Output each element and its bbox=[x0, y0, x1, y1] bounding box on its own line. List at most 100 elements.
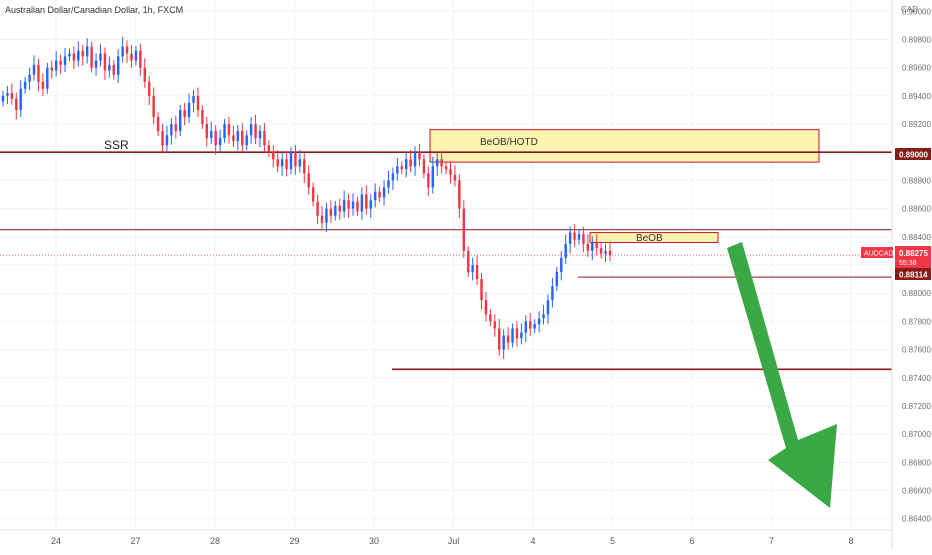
candle bbox=[555, 267, 559, 292]
candle bbox=[32, 55, 36, 81]
candle bbox=[174, 115, 178, 139]
ssr-label: SSR bbox=[104, 138, 129, 152]
candle bbox=[338, 198, 341, 220]
candle bbox=[276, 149, 279, 173]
candle bbox=[72, 46, 76, 69]
candle bbox=[112, 59, 115, 80]
price-tick-label: 0.90000 bbox=[902, 7, 931, 16]
candle bbox=[85, 38, 89, 64]
countdown-text: 55:38 bbox=[899, 260, 917, 267]
candle bbox=[458, 174, 461, 219]
candle bbox=[210, 121, 213, 145]
candle bbox=[533, 319, 536, 334]
level-layer bbox=[0, 151, 892, 371]
candle bbox=[511, 323, 514, 348]
candle bbox=[170, 117, 173, 145]
candle bbox=[342, 190, 346, 218]
candle bbox=[116, 49, 120, 84]
candle bbox=[94, 53, 98, 76]
time-tick-label: 8 bbox=[848, 536, 853, 546]
candle bbox=[560, 250, 563, 281]
candle bbox=[462, 200, 466, 259]
candle bbox=[272, 145, 275, 168]
candle bbox=[391, 167, 395, 190]
candle bbox=[400, 161, 403, 175]
candle bbox=[223, 119, 226, 144]
candle bbox=[365, 185, 368, 215]
candle bbox=[453, 165, 457, 187]
candle bbox=[582, 226, 585, 253]
candle bbox=[54, 51, 58, 77]
time-tick-label: 24 bbox=[51, 536, 61, 546]
candle bbox=[147, 75, 151, 106]
candle bbox=[1, 90, 5, 107]
price-tick-label: 0.89800 bbox=[902, 35, 931, 44]
candle bbox=[568, 226, 572, 254]
candle bbox=[311, 182, 315, 207]
candle bbox=[241, 122, 244, 153]
candle bbox=[41, 73, 45, 96]
symbol-tag-text: AUDCAD bbox=[864, 251, 894, 258]
time-tick-label: 28 bbox=[210, 536, 220, 546]
chart-title: Australian Dollar/Canadian Dollar, 1h, F… bbox=[5, 5, 183, 15]
candle bbox=[564, 234, 567, 265]
candle bbox=[245, 130, 248, 151]
candle bbox=[529, 313, 532, 336]
time-tick-label: 29 bbox=[289, 536, 299, 546]
candle bbox=[37, 58, 40, 92]
candle bbox=[475, 255, 479, 286]
candle bbox=[263, 122, 266, 153]
price-tick-label: 0.86600 bbox=[902, 487, 931, 496]
candle bbox=[320, 206, 324, 229]
candle bbox=[546, 294, 550, 324]
candle bbox=[489, 309, 492, 327]
candle bbox=[249, 116, 253, 144]
candle bbox=[347, 194, 350, 219]
candle bbox=[77, 41, 80, 67]
candle bbox=[551, 277, 554, 308]
candle bbox=[608, 241, 612, 262]
candle bbox=[218, 129, 222, 153]
price-tick-label: 0.89600 bbox=[902, 64, 931, 73]
zone-box bbox=[429, 129, 820, 163]
candle bbox=[103, 47, 107, 80]
zone1-label: BeOB/HOTD bbox=[480, 137, 538, 148]
candle bbox=[427, 166, 430, 196]
candle bbox=[289, 147, 293, 175]
candle bbox=[59, 54, 62, 75]
candle bbox=[480, 273, 483, 310]
candle bbox=[152, 87, 155, 125]
candle bbox=[179, 105, 182, 137]
candle bbox=[6, 85, 9, 105]
time-axis[interactable]: 24 27 28 29 30 Jul 4 5 6 7 8 bbox=[51, 536, 854, 546]
candle bbox=[192, 89, 195, 113]
candle bbox=[599, 243, 603, 259]
zone-box bbox=[589, 232, 719, 243]
candle bbox=[303, 153, 306, 183]
currency-label: CAD bbox=[901, 5, 918, 14]
candle bbox=[387, 170, 390, 194]
candle bbox=[130, 45, 133, 68]
candle bbox=[267, 140, 271, 158]
candle bbox=[506, 327, 510, 350]
candle bbox=[307, 165, 310, 195]
time-tick-label: Jul bbox=[448, 536, 460, 546]
price-tag-level2: 0.88114 bbox=[895, 268, 931, 280]
time-tick-label: 5 bbox=[610, 536, 615, 546]
price-tag-level1: 0.89000 bbox=[895, 148, 931, 160]
candle bbox=[161, 123, 164, 154]
candle bbox=[63, 48, 67, 73]
price-tag-level1-text: 0.89000 bbox=[899, 151, 928, 160]
candle bbox=[280, 153, 284, 176]
candle bbox=[471, 257, 474, 281]
price-tick-label: 0.86400 bbox=[902, 515, 931, 524]
candle bbox=[573, 224, 576, 247]
candle bbox=[351, 193, 355, 216]
time-tick-label: 27 bbox=[130, 536, 140, 546]
down-arrow-icon bbox=[727, 242, 837, 508]
candle bbox=[498, 318, 501, 356]
candle bbox=[440, 150, 443, 174]
candle bbox=[329, 200, 333, 223]
candle bbox=[360, 187, 364, 220]
